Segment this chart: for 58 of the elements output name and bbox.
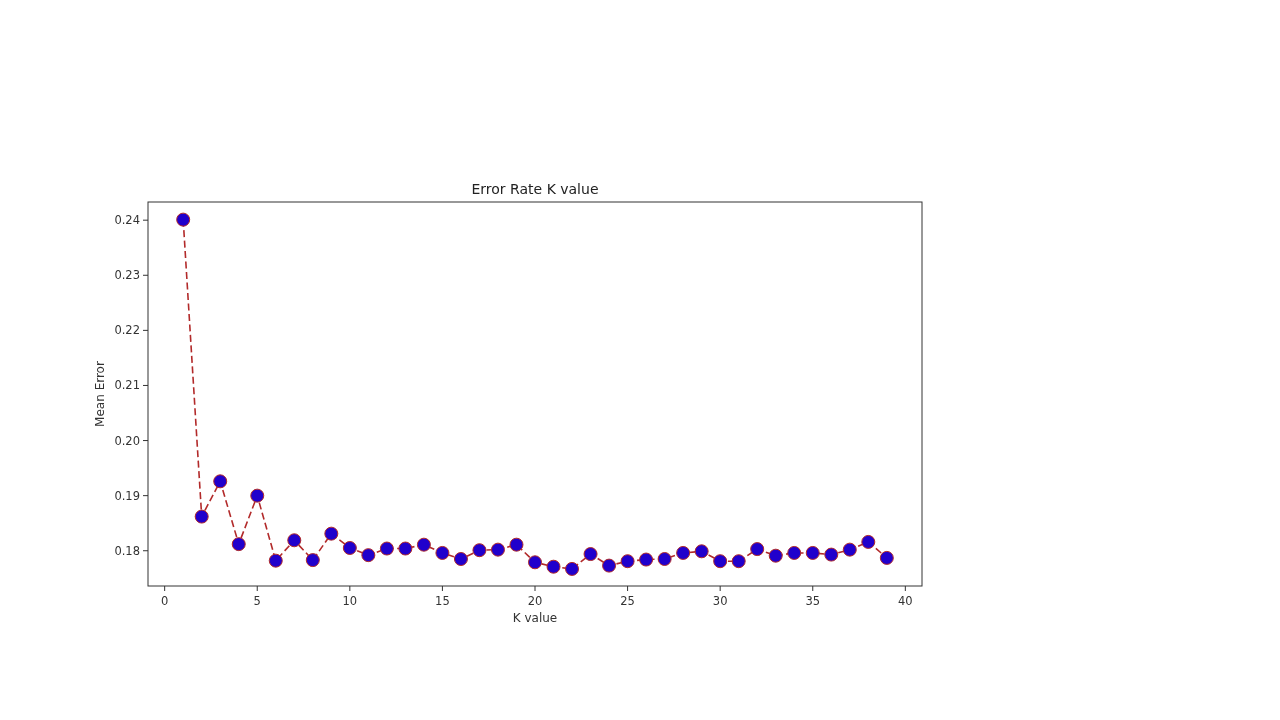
chart-title: Error Rate K value xyxy=(471,181,599,197)
point xyxy=(324,526,339,541)
point xyxy=(861,534,876,549)
point xyxy=(768,548,783,563)
point xyxy=(287,533,302,548)
point xyxy=(490,542,505,557)
point xyxy=(787,545,802,560)
point xyxy=(676,545,691,560)
point xyxy=(268,553,283,568)
point xyxy=(805,545,820,560)
point xyxy=(879,550,894,565)
point xyxy=(602,558,617,573)
point xyxy=(342,540,357,555)
point xyxy=(842,542,857,557)
point xyxy=(694,544,709,559)
point xyxy=(176,212,191,227)
point xyxy=(750,542,765,557)
point xyxy=(231,537,246,552)
x-tick-label: 25 xyxy=(620,594,635,608)
point xyxy=(472,543,487,558)
x-tick-label: 30 xyxy=(712,594,728,608)
point xyxy=(453,552,468,566)
point xyxy=(528,555,542,570)
x-tick-label: 35 xyxy=(805,594,821,608)
point xyxy=(509,537,524,552)
y-tick-label: 0.22 xyxy=(114,323,140,338)
point xyxy=(416,537,431,552)
point xyxy=(583,547,598,562)
x-tick-label: 10 xyxy=(342,594,358,608)
y-tick-label: 0.24 xyxy=(114,213,140,228)
point xyxy=(713,554,728,569)
x-tick-label: 0 xyxy=(161,594,169,608)
y-tick-label: 0.20 xyxy=(114,433,140,448)
point xyxy=(657,552,672,566)
point xyxy=(565,561,580,576)
point xyxy=(639,552,654,567)
y-axis-title: Mean Error xyxy=(93,361,107,427)
y-tick-label: 0.23 xyxy=(114,268,140,283)
point xyxy=(213,474,228,489)
point xyxy=(824,547,839,562)
point xyxy=(194,509,209,524)
point xyxy=(435,545,450,560)
x-tick-label: 20 xyxy=(527,594,543,608)
point xyxy=(250,488,265,503)
y-tick-label: 0.18 xyxy=(114,543,140,558)
x-tick-label: 15 xyxy=(435,594,450,608)
point xyxy=(361,548,376,563)
point xyxy=(305,553,320,568)
y-tick-label: 0.21 xyxy=(114,378,140,393)
x-tick-label: 5 xyxy=(253,594,261,608)
point xyxy=(731,554,746,569)
point xyxy=(379,541,394,556)
point xyxy=(620,554,635,569)
point xyxy=(546,559,561,574)
y-tick-label: 0.19 xyxy=(114,488,140,503)
x-axis-title: K value xyxy=(512,611,558,625)
point xyxy=(398,541,413,556)
x-tick-label: 40 xyxy=(898,594,913,608)
